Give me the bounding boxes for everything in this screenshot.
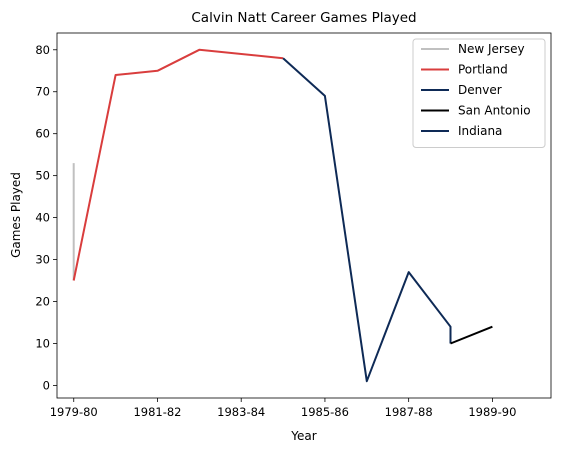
y-tick-label-8: 80 [35, 43, 50, 57]
y-axis: 0 10 20 30 40 50 60 70 80 [35, 43, 57, 392]
x-axis-label: Year [290, 429, 316, 443]
y-tick-label-1: 10 [35, 336, 50, 350]
legend: New Jersey Portland Denver San Antonio India… [412, 38, 546, 148]
y-tick-label-6: 60 [35, 127, 50, 141]
series-line-3 [450, 325, 493, 345]
series-layer [72, 48, 493, 383]
y-tick-label-0: 0 [43, 378, 50, 392]
y-tick-label-3: 30 [35, 253, 50, 267]
x-axis: 1979-80 1981-82 1983-84 1985-86 1987-88 1989-… [50, 398, 516, 419]
x-tick-label-4: 1987-88 [385, 405, 433, 419]
y-tick-label-7: 70 [35, 85, 50, 99]
legend-label-1: Portland [458, 63, 508, 77]
legend-label-4: Indiana [458, 124, 502, 138]
series-line-1 [72, 48, 284, 281]
x-tick-label-1: 1981-82 [133, 405, 181, 419]
plot-area [56, 32, 552, 399]
x-tick-label-2: 1983-84 [217, 405, 265, 419]
y-axis-label: Games Played [9, 172, 23, 258]
series-line-2 [282, 57, 452, 383]
legend-label-0: New Jersey [458, 42, 525, 56]
legend-label-3: San Antonio [458, 104, 531, 118]
chart-title: Calvin Natt Career Games Played [191, 10, 416, 26]
y-tick-label-5: 50 [35, 169, 50, 183]
y-tick-label-4: 40 [35, 211, 50, 225]
y-tick-label-2: 20 [35, 295, 50, 309]
legend-label-2: Denver [458, 83, 502, 97]
x-tick-label-3: 1985-86 [301, 405, 349, 419]
legend-box [412, 38, 546, 148]
x-tick-label-5: 1989-90 [468, 405, 516, 419]
x-tick-label-0: 1979-80 [50, 405, 98, 419]
